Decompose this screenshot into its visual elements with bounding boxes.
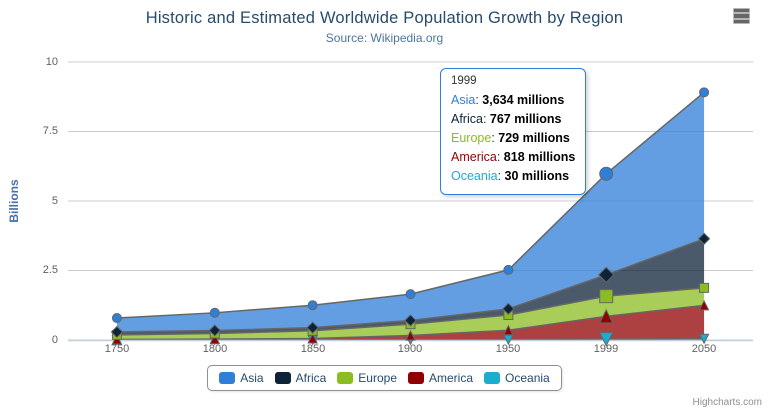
hamburger-icon: [733, 8, 750, 14]
x-axis-label: 1999: [593, 343, 619, 355]
y-axis-label: 7.5: [42, 125, 58, 137]
tooltip-separator: :: [491, 131, 499, 145]
marker-oceania-2050[interactable]: [698, 333, 710, 345]
y-axis-label: 0: [51, 334, 58, 346]
marker-america-1950[interactable]: [503, 324, 514, 336]
y-axis-label: 10: [45, 56, 58, 68]
tooltip-value: 767: [489, 112, 511, 126]
legend-label: Europe: [358, 371, 397, 385]
export-menu-button[interactable]: [733, 8, 750, 24]
marker-africa-1999[interactable]: [598, 266, 615, 284]
chart-subtitle: Source: Wikipedia.org: [325, 31, 444, 45]
marker-africa-1850[interactable]: [306, 321, 319, 334]
x-axis-label: 1850: [300, 343, 326, 355]
shared-tooltip: 1999 Asia: 3,634 millions Africa: 767 mi…: [440, 68, 587, 195]
marker-europe-1999[interactable]: [599, 289, 614, 304]
tooltip-separator: :: [497, 169, 505, 183]
tooltip-series-name: Africa: [451, 112, 483, 126]
y-axis-label: 5: [51, 195, 58, 207]
marker-asia-2050[interactable]: [699, 87, 710, 98]
chart-title: Historic and Estimated Worldwide Populat…: [145, 9, 624, 27]
legend-item-america[interactable]: America: [408, 371, 473, 385]
tooltip-series-name: Asia: [451, 93, 476, 107]
highcharts-credits[interactable]: Highcharts.com: [692, 397, 762, 408]
marker-america-1800[interactable]: [209, 333, 221, 345]
marker-asia-1999[interactable]: [599, 166, 614, 181]
marker-asia-1850[interactable]: [307, 300, 318, 311]
legend-swatch-asia: [219, 372, 236, 384]
legend: Asia Africa Europe America Oceania: [0, 365, 769, 391]
legend-swatch-africa: [274, 372, 291, 384]
legend-label: America: [429, 371, 474, 385]
tooltip-suffix: millions: [510, 112, 562, 126]
tooltip-value: 818: [503, 150, 525, 164]
marker-asia-1950[interactable]: [503, 264, 514, 275]
legend-item-oceania[interactable]: Oceania: [484, 371, 550, 385]
tooltip-separator: :: [475, 93, 483, 107]
legend-label: Africa: [295, 371, 327, 385]
marker-america-1850[interactable]: [307, 332, 318, 344]
marker-america-2050[interactable]: [698, 299, 710, 311]
tooltip-series-name: America: [451, 150, 497, 164]
marker-america-1999[interactable]: [598, 308, 614, 324]
marker-africa-1950[interactable]: [502, 302, 515, 316]
marker-africa-1900[interactable]: [404, 314, 417, 327]
marker-europe-2050[interactable]: [699, 282, 710, 293]
legend-box: Asia Africa Europe America Oceania: [207, 365, 562, 391]
tooltip-value: 30: [504, 169, 519, 183]
tooltip-series-name: Europe: [451, 131, 492, 145]
tooltip-row: Asia: 3,634 millions: [451, 91, 575, 110]
tooltip-separator: :: [482, 112, 490, 126]
x-axis-label: 1800: [202, 343, 228, 355]
tooltip-suffix: millions: [519, 131, 570, 145]
marker-africa-1750[interactable]: [110, 325, 124, 339]
tooltip-value: 3,634: [482, 93, 514, 107]
marker-america-1900[interactable]: [405, 329, 416, 341]
tooltip-row: Africa: 767 millions: [451, 110, 575, 129]
marker-africa-2050[interactable]: [697, 232, 711, 245]
tooltip-suffix: millions: [524, 150, 576, 164]
x-axis-label: 1750: [104, 343, 130, 355]
tooltip-separator: :: [496, 150, 504, 164]
tooltip-suffix: millions: [518, 169, 570, 183]
hamburger-icon: [733, 18, 750, 24]
marker-oceania-1999[interactable]: [598, 332, 614, 347]
tooltip-suffix: millions: [513, 93, 565, 107]
tooltip-series-name: Oceania: [451, 169, 498, 183]
legend-label: Asia: [240, 371, 264, 385]
legend-swatch-oceania: [484, 372, 501, 384]
marker-asia-1900[interactable]: [405, 289, 416, 300]
marker-africa-1800[interactable]: [208, 324, 221, 337]
x-axis-label: 2050: [691, 343, 717, 355]
tooltip-row: Europe: 729 millions: [451, 129, 575, 148]
y-axis-label: 2.5: [42, 264, 58, 276]
legend-swatch-america: [408, 372, 424, 384]
legend-item-africa[interactable]: Africa: [274, 371, 327, 385]
legend-label: Oceania: [505, 371, 550, 385]
area-america: [116, 305, 705, 340]
legend-item-europe[interactable]: Europe: [337, 371, 397, 385]
x-axis-label: 1950: [495, 343, 521, 355]
area-asia: [116, 92, 705, 332]
marker-asia-1750[interactable]: [111, 313, 122, 324]
legend-item-asia[interactable]: Asia: [219, 371, 264, 385]
tooltip-header: 1999: [451, 75, 477, 87]
legend-swatch-europe: [337, 372, 354, 384]
tooltip-row: America: 818 millions: [451, 148, 575, 167]
marker-asia-1800[interactable]: [209, 307, 220, 318]
x-axis-label: 1900: [397, 343, 423, 355]
area-africa: [116, 238, 705, 335]
hamburger-icon: [733, 13, 750, 19]
tooltip-value: 729: [498, 131, 520, 145]
tooltip-row: Oceania: 30 millions: [451, 167, 575, 186]
